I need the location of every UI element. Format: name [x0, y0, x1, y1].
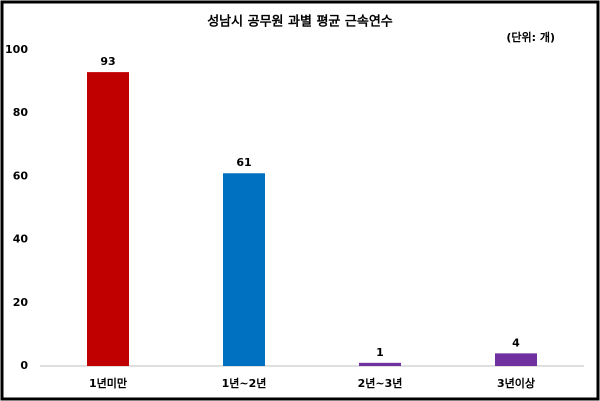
unit-annotation: (단위: 개) — [506, 30, 555, 44]
bar — [223, 173, 265, 366]
data-label: 4 — [512, 336, 520, 349]
bar — [495, 353, 537, 366]
y-tick-label: 40 — [13, 233, 29, 246]
y-tick-label: 100 — [5, 43, 28, 56]
y-tick-label: 20 — [13, 296, 29, 309]
data-label: 61 — [236, 156, 251, 169]
y-tick-label: 80 — [13, 106, 29, 119]
x-tick-label: 3년이상 — [497, 376, 535, 390]
data-label: 93 — [100, 55, 115, 68]
data-label: 1 — [376, 346, 384, 359]
bar — [359, 362, 401, 366]
y-tick-label: 60 — [13, 169, 29, 182]
bar — [87, 72, 129, 367]
y-tick-label: 0 — [20, 359, 28, 372]
chart-title: 성남시 공무원 과별 평균 근속연수 — [207, 14, 393, 30]
x-tick-label: 2년~3년 — [358, 376, 403, 390]
x-tick-label: 1년미만 — [89, 376, 127, 390]
x-tick-label: 1년~2년 — [222, 376, 267, 390]
